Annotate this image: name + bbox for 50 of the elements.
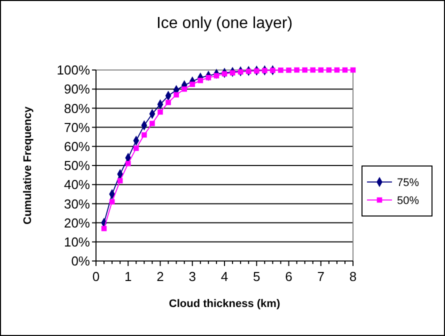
x-axis-title: Cloud thickness (km)	[168, 298, 280, 310]
x-tick-label: 4	[220, 269, 228, 284]
point	[222, 71, 228, 76]
point	[117, 178, 123, 184]
point	[150, 120, 155, 126]
y-tick-label: 60%	[64, 138, 90, 154]
legend-label: 75%	[397, 176, 420, 189]
y-tick-label: 70%	[64, 120, 90, 135]
x-tick-label: 2	[156, 269, 164, 284]
point	[174, 92, 179, 98]
legend-label: 50%	[397, 194, 420, 207]
point	[206, 74, 212, 80]
y-tick-label: 10%	[64, 234, 90, 250]
y-tick-label: 20%	[64, 215, 90, 230]
x-tick-label: 7	[317, 269, 324, 284]
chart-title: Ice only (one layer)	[156, 15, 293, 32]
x-tick-label: 3	[188, 269, 196, 284]
point	[166, 100, 171, 106]
x-tick-label: 8	[349, 269, 357, 284]
point	[125, 160, 131, 166]
point	[246, 68, 252, 74]
x-tick-label: 5	[253, 269, 260, 284]
point	[182, 86, 187, 92]
point	[109, 199, 115, 204]
point	[286, 68, 292, 73]
point	[230, 70, 236, 76]
point	[278, 68, 284, 73]
x-tick-label: 6	[285, 269, 292, 284]
point	[318, 67, 324, 73]
point	[190, 82, 196, 87]
point	[134, 146, 139, 151]
point	[270, 68, 276, 74]
y-tick-label: 0%	[71, 254, 90, 269]
point	[302, 67, 308, 73]
y-tick-label: 40%	[64, 177, 90, 192]
y-tick-label: 100%	[56, 62, 90, 78]
y-tick-label: 80%	[64, 100, 90, 116]
point	[262, 68, 268, 74]
y-tick-label: 30%	[64, 196, 90, 212]
y-axis-title: Cumulative Frequency	[22, 106, 34, 224]
point	[158, 109, 163, 115]
point	[142, 132, 147, 138]
x-tick-label: 1	[124, 269, 132, 284]
point	[294, 67, 300, 73]
point	[214, 73, 220, 78]
point	[310, 67, 316, 73]
point	[254, 68, 260, 74]
x-tick-label: 0	[92, 269, 100, 284]
y-tick-label: 50%	[64, 158, 90, 174]
y-tick-label: 90%	[64, 82, 90, 97]
